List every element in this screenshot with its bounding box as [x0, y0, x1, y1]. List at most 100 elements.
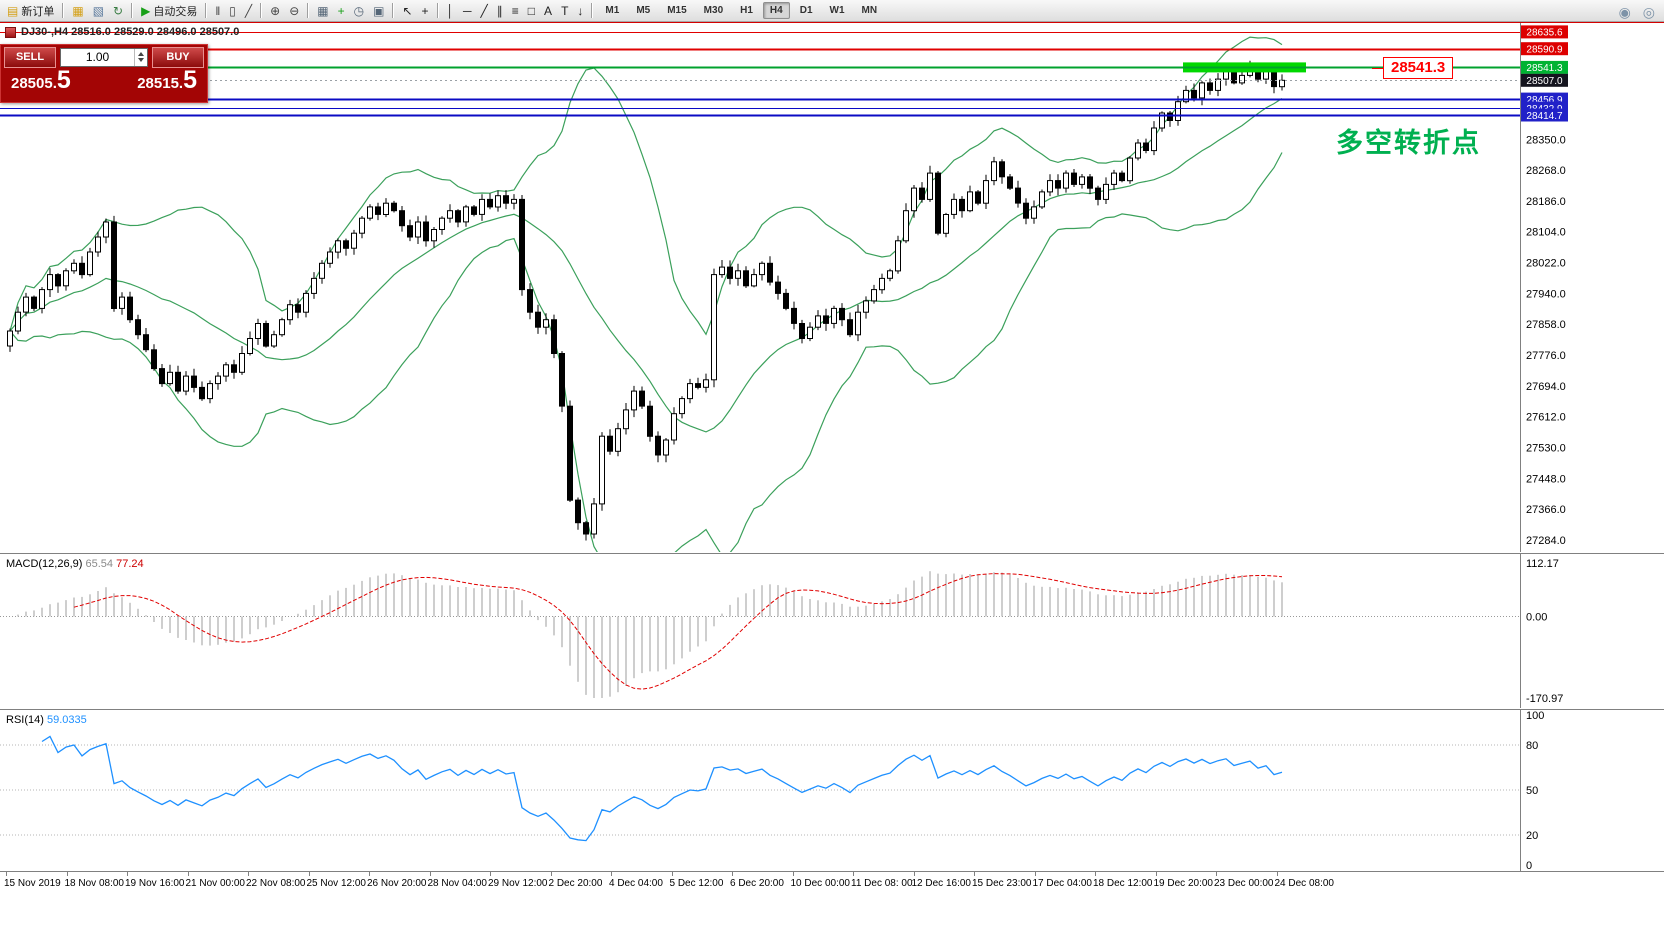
time-tick — [550, 872, 552, 876]
arrows-button[interactable]: ↓ — [573, 1, 587, 21]
channel-button[interactable]: ∥ — [493, 1, 507, 21]
timeframe-m15-button[interactable]: M15 — [667, 5, 687, 16]
chart-wizard-button[interactable]: ▦ — [68, 1, 87, 21]
timeframe-h4-button[interactable]: H4 — [762, 2, 790, 19]
tile-windows-button[interactable]: ▦ — [313, 1, 332, 21]
autotrade-play-icon: ▶ — [141, 3, 151, 18]
price-axis-label: 27530.0 — [1526, 443, 1566, 455]
label-button[interactable]: T — [557, 1, 572, 21]
price-axis-label: 27366.0 — [1526, 504, 1566, 516]
price-tag — [1521, 25, 1568, 39]
time-label: 10 Dec 00:00 — [790, 878, 851, 889]
timeframe-m1-button[interactable]: M1 — [605, 5, 620, 16]
time-label: 19 Dec 20:00 — [1153, 878, 1214, 889]
crosshair-icon: + — [421, 3, 429, 18]
volume-up-button[interactable] — [138, 52, 144, 56]
search-button[interactable]: ◎ — [1640, 2, 1658, 22]
periods-button[interactable]: ◷ — [350, 1, 368, 21]
time-tick — [490, 872, 491, 876]
bollinger-bands — [9, 36, 1283, 552]
timeframe-m5-button[interactable]: M5 — [636, 5, 651, 16]
timeframe-m30-button[interactable]: M30 — [703, 5, 724, 16]
clock-icon: ◷ — [353, 3, 365, 18]
time-axis[interactable]: 15 Nov 2019 18 Nov 08:00 19 Nov 16:00 21 No… — [0, 871, 1664, 896]
cursor-button[interactable]: ↖ — [398, 1, 416, 21]
macd-axis-label: -170.97 — [1526, 693, 1563, 705]
timeframe-w1-button[interactable]: W1 — [829, 5, 845, 16]
toolbar-separator — [591, 3, 594, 18]
toolbar-separator — [205, 3, 208, 18]
new-order-button[interactable]: ▤ 新订单 — [3, 1, 58, 21]
time-tick — [1216, 872, 1217, 876]
volume-input[interactable] — [61, 50, 134, 64]
chart-symbol-line: DJ30-,H4 28516.0 28529.0 28496.0 28507.0 — [5, 26, 239, 38]
rsi-axis-label: 80 — [1526, 740, 1538, 752]
community-button[interactable]: ◉ — [1616, 2, 1634, 22]
profiles-button[interactable]: ▧ — [89, 1, 108, 21]
timeframe-d1-button[interactable]: D1 — [799, 5, 813, 16]
sell-button[interactable]: SELL — [4, 46, 56, 68]
time-tick — [248, 872, 249, 876]
search-icon: ◎ — [1642, 4, 1655, 20]
bar-chart-button[interactable]: ‖ — [211, 1, 224, 21]
indicators-button[interactable]: + — [334, 1, 349, 21]
vline-icon: │ — [446, 3, 455, 18]
new-order-button-label: 新订单 — [21, 5, 55, 18]
time-label: 12 Dec 16:00 — [911, 878, 972, 889]
shapes-button[interactable]: □ — [524, 1, 539, 21]
rsi-label: RSI(14) 59.0335 — [6, 714, 87, 726]
time-tick — [974, 872, 975, 876]
rsi-panel[interactable]: 100 80 50 20 0 RSI(14) 59.0335 — [0, 709, 1664, 871]
crosshair-button[interactable]: + — [418, 1, 433, 21]
line-chart-button[interactable]: ╱ — [241, 1, 256, 21]
quote-prices: 28505. 5 28515. 5 — [1, 67, 207, 93]
toolbar-right: ◉ ◎ — [1616, 2, 1658, 22]
time-label: 19 Nov 16:00 — [125, 878, 185, 889]
candles — [7, 60, 1285, 541]
price-axis-label: 27858.0 — [1526, 319, 1566, 331]
time-tick — [429, 872, 431, 876]
community-icon: ◉ — [1618, 4, 1631, 20]
timeframe-h1-button[interactable]: H1 — [740, 5, 753, 16]
vertical-line-button[interactable]: │ — [443, 1, 459, 21]
price-axis-label: 27612.0 — [1526, 412, 1566, 424]
main-chart-canvas[interactable]: 28350.0 28268.0 28186.0 28104.0 28022.0 27940… — [0, 22, 1664, 552]
templates-button[interactable]: ▣ — [369, 1, 388, 21]
toolbar-separator — [307, 3, 310, 18]
price-axis-label: 27776.0 — [1526, 350, 1566, 362]
time-tick — [6, 872, 7, 876]
trendline-button[interactable]: ╱ — [477, 1, 492, 21]
price-tag — [1521, 108, 1568, 122]
zoom-in-button[interactable]: ⊕ — [266, 1, 284, 21]
volume-down-button[interactable] — [138, 58, 144, 62]
candlestick-button[interactable]: ▯ — [225, 1, 240, 21]
timeframe-mn-button[interactable]: MN — [861, 5, 878, 16]
price-axis-label: 28186.0 — [1526, 196, 1566, 208]
fibonacci-button[interactable]: ≡ — [508, 1, 523, 21]
sell-price-main: 28505. — [11, 75, 57, 93]
time-tick — [308, 872, 310, 876]
turning-point-annotation[interactable]: 多空转折点 — [1336, 128, 1481, 158]
refresh-button[interactable]: ↻ — [109, 1, 127, 21]
toolbar-separator — [62, 3, 65, 18]
time-label: 5 Dec 12:00 — [669, 878, 724, 889]
volume-stepper — [134, 48, 147, 66]
time-label: 25 Nov 12:00 — [306, 878, 367, 889]
toolbar-separator — [260, 3, 263, 18]
macd-panel[interactable]: 112.17 0.00 -170.97 MACD(12,26,9) 65.54 77.… — [0, 553, 1664, 708]
toolbar-separator — [392, 3, 395, 18]
price-callout[interactable]: 28541.3 — [1372, 57, 1454, 79]
time-label: 22 Nov 08:00 — [246, 878, 306, 889]
text-button[interactable]: A — [540, 1, 556, 21]
price-tag-text: 28590.9 — [1526, 45, 1563, 56]
line-chart-icon: ╱ — [244, 3, 253, 18]
autotrade-button[interactable]: ▶ 自动交易 — [137, 1, 201, 21]
zoom-out-button[interactable]: ⊖ — [285, 1, 303, 21]
time-tick — [127, 872, 128, 876]
horizontal-line-button[interactable]: ─ — [459, 1, 476, 21]
price-tag-text: 28414.7 — [1526, 111, 1563, 122]
toolbar-separator — [131, 3, 134, 18]
autotrade-button-label: 自动交易 — [153, 5, 198, 18]
buy-button[interactable]: BUY — [152, 46, 204, 68]
price-axis-label: 28022.0 — [1526, 258, 1566, 270]
